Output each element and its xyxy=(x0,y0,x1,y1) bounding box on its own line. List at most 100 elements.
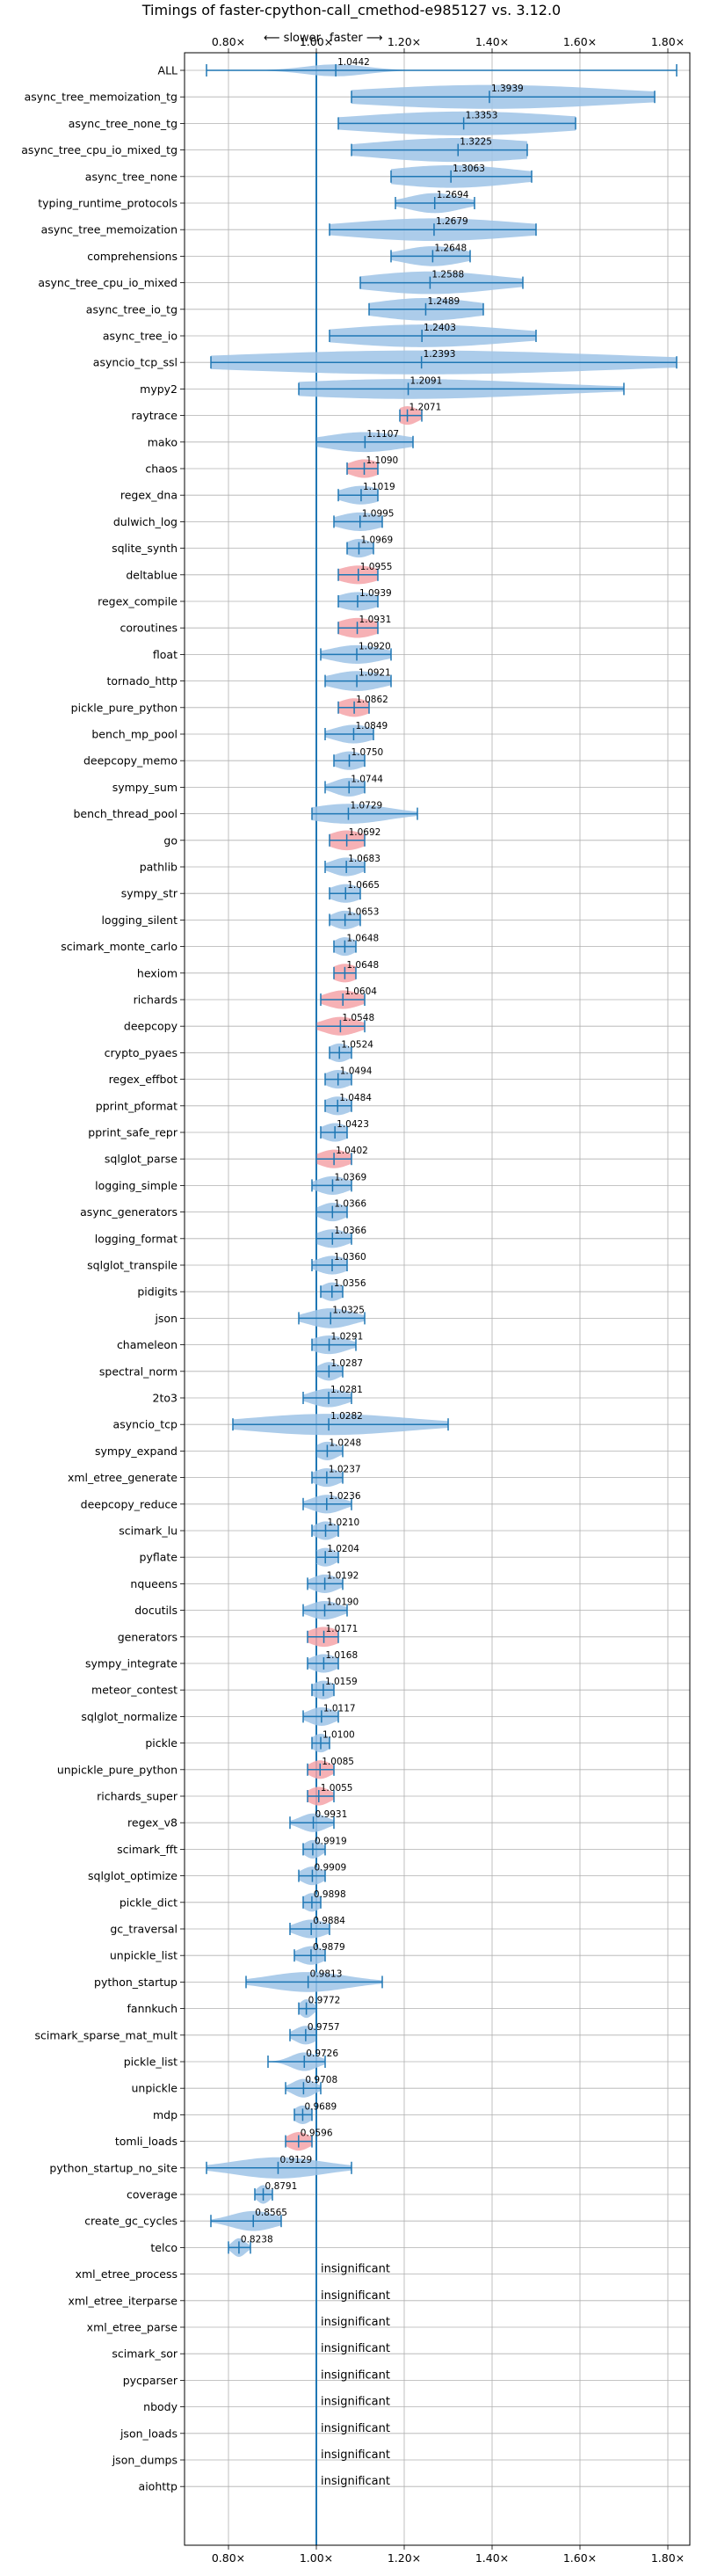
benchmark-label: sqlglot_normalize xyxy=(81,1710,178,1723)
value-label: 0.9931 xyxy=(315,1809,348,1820)
benchmark-label: deltablue xyxy=(126,568,178,581)
benchmark-label: logging_silent xyxy=(101,913,178,927)
benchmark-label: regex_v8 xyxy=(127,1816,178,1830)
value-label: 1.0648 xyxy=(346,960,379,971)
insignificant-label: insignificant xyxy=(321,2263,390,2276)
value-label: 1.0210 xyxy=(328,1517,360,1528)
value-label: 1.0548 xyxy=(342,1013,374,1023)
benchmark-label: async_tree_cpu_io_mixed xyxy=(38,276,178,289)
benchmark-label: tornado_http xyxy=(106,674,178,688)
benchmark-label: json_dumps xyxy=(112,2454,178,2467)
benchmark-label: async_tree_io_tg xyxy=(86,302,178,316)
benchmark-label: sqlglot_parse xyxy=(105,1153,178,1166)
value-label: 0.9879 xyxy=(313,1942,345,1953)
value-label: 1.0692 xyxy=(349,827,381,838)
benchmark-label: richards xyxy=(134,993,178,1007)
value-label: 1.2489 xyxy=(427,296,460,307)
value-label: 0.9757 xyxy=(308,2022,340,2033)
insignificant-label: insignificant xyxy=(321,2369,390,2382)
benchmark-label: scimark_lu xyxy=(119,1524,178,1538)
benchmark-label: coverage xyxy=(127,2188,178,2201)
benchmark-label: sqlglot_transpile xyxy=(87,1259,178,1272)
benchmark-label: telco xyxy=(150,2241,178,2254)
benchmark-label: scimark_sor xyxy=(112,2347,178,2361)
value-label: 1.0204 xyxy=(327,1544,359,1554)
violin-layer xyxy=(206,64,678,2257)
value-label: 1.0360 xyxy=(334,1252,366,1263)
slower-direction-label: ⟵ slower xyxy=(264,32,322,45)
benchmark-label: chaos xyxy=(145,462,178,476)
value-label: 1.0849 xyxy=(355,721,388,731)
benchmark-label: json xyxy=(154,1312,178,1325)
benchmark-label: pidigits xyxy=(137,1285,178,1299)
value-label: 1.0366 xyxy=(334,1199,366,1210)
value-label: 1.0085 xyxy=(322,1757,354,1767)
value-label: 1.0366 xyxy=(334,1226,366,1236)
value-label: 1.0665 xyxy=(347,880,380,891)
benchmark-label: dulwich_log xyxy=(113,515,178,528)
value-label: 1.0402 xyxy=(336,1146,368,1156)
benchmark-label: async_tree_memoization xyxy=(41,223,178,236)
value-label: 1.2393 xyxy=(424,349,456,360)
value-label: 0.9813 xyxy=(310,1968,343,1979)
x-tick-label-bottom: 0.80× xyxy=(212,2551,245,2565)
benchmark-label: pickle xyxy=(145,1736,178,1750)
benchmark-label: sympy_expand xyxy=(95,1444,178,1458)
value-label: 1.0442 xyxy=(337,57,370,68)
value-label: 1.1107 xyxy=(366,429,399,440)
insignificant-label: insignificant xyxy=(321,2342,390,2355)
benchmark-label: 2to3 xyxy=(153,1392,178,1405)
benchmark-label: logging_simple xyxy=(95,1179,178,1192)
benchmark-label: tomli_loads xyxy=(115,2135,178,2148)
benchmark-label: pickle_pure_python xyxy=(71,701,178,714)
value-label: 1.0369 xyxy=(334,1172,366,1182)
benchmark-label: python_startup_no_site xyxy=(49,2161,178,2174)
benchmark-label: unpickle xyxy=(131,2082,178,2095)
value-label: 0.9909 xyxy=(314,1863,346,1874)
benchmark-label: async_tree_cpu_io_mixed_tg xyxy=(21,143,178,156)
value-label: 0.9689 xyxy=(304,2101,337,2112)
value-label: 1.0171 xyxy=(326,1624,359,1634)
x-tick-label-top: 1.00× xyxy=(300,35,333,48)
benchmark-label: nqueens xyxy=(130,1577,178,1590)
value-label: 1.0356 xyxy=(334,1278,366,1289)
benchmark-label: go xyxy=(163,833,178,847)
benchmark-label: scimark_fft xyxy=(117,1843,178,1856)
value-label: 1.0117 xyxy=(323,1703,356,1714)
value-label: 1.0236 xyxy=(329,1491,361,1502)
value-label: 1.0524 xyxy=(341,1039,373,1050)
benchmark-label: comprehensions xyxy=(87,250,178,263)
benchmark-label: create_gc_cycles xyxy=(84,2215,178,2228)
chart-title: Timings of faster-cpython-call_cmethod-e… xyxy=(141,2,561,19)
x-tick-label-bottom: 1.60× xyxy=(563,2551,597,2565)
value-label: 1.0744 xyxy=(351,774,383,784)
benchmark-label: aiohttp xyxy=(139,2480,178,2493)
value-label: 0.9772 xyxy=(308,1996,341,2006)
value-label: 1.2694 xyxy=(437,190,469,200)
label-layer: 0.80× 0.80× 1.00× 1.00× 1.20× 1.20× 1.40× 1.40×… xyxy=(21,35,685,2565)
benchmark-label: async_tree_none xyxy=(85,170,178,183)
benchmark-label: xml_etree_iterparse xyxy=(68,2294,178,2307)
benchmark-label: async_tree_io xyxy=(103,330,178,343)
value-label: 1.0237 xyxy=(329,1465,361,1475)
benchmark-label: spectral_norm xyxy=(99,1364,178,1378)
benchmark-label: sympy_sum xyxy=(112,781,178,794)
benchmark-label: unpickle_pure_python xyxy=(57,1763,178,1776)
benchmark-label: pyflate xyxy=(140,1551,178,1564)
benchmark-label: deepcopy xyxy=(124,1020,178,1033)
benchmark-label: sqlite_synth xyxy=(112,542,178,555)
benchmark-label: meteor_contest xyxy=(91,1684,178,1697)
benchmark-label: pycparser xyxy=(123,2374,178,2387)
value-label: 1.0862 xyxy=(356,695,388,705)
x-tick-label-bottom: 1.80× xyxy=(651,2551,685,2565)
x-tick-label-top: 1.20× xyxy=(388,35,421,48)
value-label: 1.0683 xyxy=(348,854,380,864)
value-label: 1.0931 xyxy=(359,615,392,625)
value-label: 1.0604 xyxy=(344,986,377,997)
benchmark-label: raytrace xyxy=(132,409,178,422)
x-tick-label-bottom: 1.20× xyxy=(388,2551,421,2565)
value-label: 1.2679 xyxy=(436,216,468,227)
benchmark-label: pickle_list xyxy=(124,2056,178,2069)
benchmark-label: deepcopy_memo xyxy=(83,754,178,768)
